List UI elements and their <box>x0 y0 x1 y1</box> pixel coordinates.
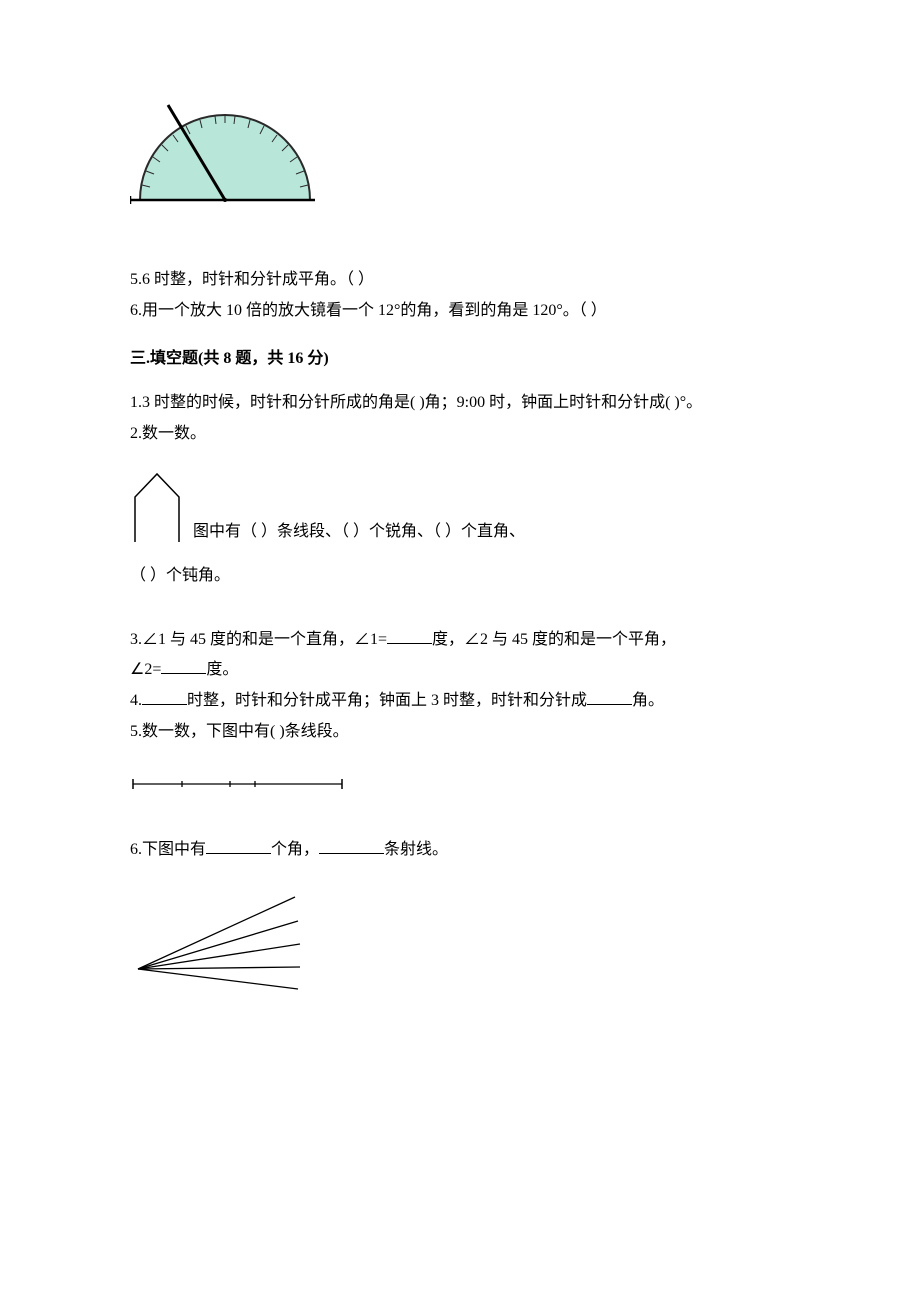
rays-figure <box>130 889 790 1005</box>
section3-q4: 4. 时整，时针和分针成平角；钟面上 3 时整，时针和分针成 角。 <box>130 687 790 716</box>
q3-blank1 <box>387 626 432 644</box>
section3-q5: 5.数一数，下图中有( )条线段。 <box>130 718 790 747</box>
q4-blank2 <box>587 687 632 705</box>
q3-part-d: 度。 <box>206 661 238 678</box>
q6-blank1 <box>206 836 271 854</box>
section3-q3-line2: ∠2= 度。 <box>130 656 790 685</box>
section3-q2-line2: （ ）个钝角。 <box>130 562 790 591</box>
line-segment-figure <box>130 772 790 801</box>
section3-q3: 3.∠1 与 45 度的和是一个直角，∠1= 度，∠2 与 45 度的和是一个平角… <box>130 626 790 655</box>
question-5: 5.6 时整，时针和分针成平角。（ ） <box>130 266 790 295</box>
q6-blank2 <box>319 836 384 854</box>
section3-q2-line1: 图中有（ ）条线段、（ ）个锐角、（ ）个直角、 <box>193 518 525 547</box>
section-3-header: 三.填空题(共 8 题，共 16 分) <box>130 345 790 374</box>
q3-blank2 <box>161 656 206 674</box>
line-segment-svg <box>130 776 345 790</box>
q4-part-a: 4. <box>130 692 142 709</box>
q6-part-c: 条射线。 <box>384 841 448 858</box>
section3-q6: 6.下图中有 个角， 条射线。 <box>130 836 790 865</box>
q3-part-a: 3.∠1 与 45 度的和是一个直角，∠1= <box>130 631 387 648</box>
house-row: 图中有（ ）条线段、（ ）个锐角、（ ）个直角、 <box>130 469 790 547</box>
rays-svg <box>130 889 305 994</box>
protractor-figure <box>130 100 790 226</box>
q3-part-b: 度，∠2 与 45 度的和是一个平角， <box>432 631 676 648</box>
q6-part-b: 个角， <box>271 841 319 858</box>
q6-part-a: 6.下图中有 <box>130 841 206 858</box>
section3-q2-intro: 2.数一数。 <box>130 420 790 449</box>
house-svg <box>130 469 185 547</box>
q3-part-c: ∠2= <box>130 661 161 678</box>
q4-part-b: 时整，时针和分针成平角；钟面上 3 时整，时针和分针成 <box>187 692 587 709</box>
section3-q1: 1.3 时整的时候，时针和分针所成的角是( )角；9:00 时，钟面上时针和分针… <box>130 389 790 418</box>
q4-part-c: 角。 <box>632 692 664 709</box>
q4-blank1 <box>142 687 187 705</box>
protractor-svg <box>130 100 325 215</box>
question-6: 6.用一个放大 10 倍的放大镜看一个 12°的角，看到的角是 120°。（ ） <box>130 297 790 326</box>
